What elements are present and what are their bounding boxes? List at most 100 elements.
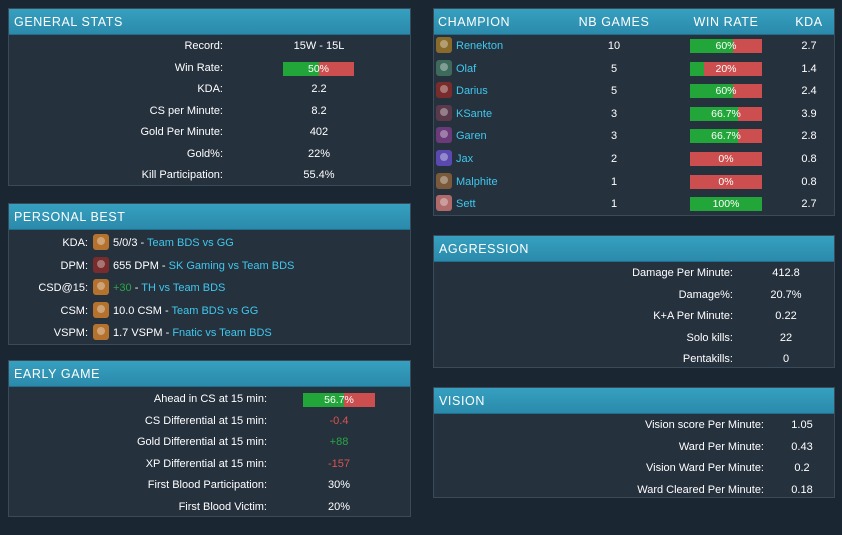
darius-avatar (436, 82, 452, 99)
stat-label: CS per Minute: (149, 104, 223, 117)
champion-panel: CHAMPION NB GAMES WIN RATE KDA Renekton 1… (433, 8, 835, 216)
darius-avatar (93, 256, 109, 273)
personal-best-label: CSM: (60, 304, 89, 317)
champion-winrate-bar: 100% (690, 197, 762, 212)
early-game-row: First Blood Victim: 20% (9, 497, 410, 519)
champion-row: Malphite 1 0% 0.8 (434, 171, 834, 194)
general-stat-row: KDA: 2.2 (9, 79, 410, 101)
personal-best-stat: +30 (113, 282, 132, 295)
champion-link[interactable]: Olaf (456, 62, 477, 75)
aggression-label: Solo kills: (686, 331, 733, 344)
early-game-row: First Blood Participation: 30% (9, 475, 410, 497)
champion-games: 1 (610, 198, 618, 211)
champion-winrate-bar-text: 66.7% (711, 130, 741, 143)
vision-label: Ward Cleared Per Minute: (637, 483, 764, 496)
champion-name-cell: KSante (436, 103, 492, 126)
personal-best-label: KDA: (62, 237, 88, 249)
jax-avatar (436, 150, 452, 167)
personal-best-match-link[interactable]: Team BDS vs GG (171, 304, 259, 317)
stat-label: Kill Participation: (141, 169, 223, 181)
aggression-row: K+A Per Minute: 0.22 (434, 306, 834, 328)
champion-winrate-bar: 60% (690, 39, 762, 53)
personal-best-stat: 1.7 VSPM (113, 327, 163, 340)
aggression-row: Damage%: 20.7% (434, 285, 834, 307)
kda-column-header[interactable]: KDA (795, 15, 823, 29)
early-game-row: Gold Differential at 15 min: +88 (9, 432, 410, 454)
ksante-avatar (436, 104, 452, 121)
champion-row: Garen 3 66.7% 2.8 (434, 125, 834, 148)
stat-label: KDA: (197, 83, 223, 95)
champion-name-cell: Sett (436, 193, 476, 216)
vision-title: VISION (434, 388, 834, 414)
champion-name-cell: Renekton (436, 35, 503, 58)
stat-label: Gold%: (186, 147, 223, 160)
personal-best-stat: 10.0 CSM (113, 304, 162, 317)
vision-value: 0.2 (794, 462, 810, 474)
stat-value: 2.2 (311, 83, 327, 95)
stat-value: 402 (309, 126, 329, 138)
champion-kda: 2.4 (801, 85, 817, 98)
aggression-label: Damage%: (678, 288, 733, 301)
personal-best-match-link[interactable]: SK Gaming vs Team BDS (168, 259, 295, 272)
champion-link[interactable]: Renekton (456, 40, 504, 52)
champion-winrate-bar-text: 66.7% (711, 107, 741, 120)
personal-best-match-link[interactable]: TH vs Team BDS (141, 282, 226, 295)
ahead-cs-bar: 56.7% (303, 393, 375, 407)
champion-link[interactable]: Jax (456, 152, 474, 165)
personal-best-label: DPM: (60, 259, 89, 272)
vision-label: Ward Per Minute: (678, 440, 764, 453)
general-stats-panel: GENERAL STATS Record: 15W - 15L Win Rate: 5… (8, 8, 411, 186)
aggression-title: AGGRESSION (434, 236, 834, 262)
champion-kda: 2.7 (801, 40, 817, 52)
champion-kda: 2.8 (801, 130, 817, 143)
winrate-bar-text: 50% (307, 62, 329, 75)
early-game-value: -0.4 (329, 414, 349, 427)
aggression-panel: AGGRESSION Damage Per Minute: 412.8 Damage… (433, 235, 835, 368)
champion-link[interactable]: Garen (456, 130, 487, 143)
champion-link[interactable]: KSante (456, 107, 493, 120)
games-column-header[interactable]: NB GAMES (578, 15, 650, 29)
champion-winrate-bar: 60% (690, 84, 762, 99)
champion-link[interactable]: Sett (456, 198, 476, 211)
champion-winrate-bar-fill (690, 129, 739, 144)
gnar-avatar (93, 301, 109, 318)
personal-best-match-link[interactable]: Fnatic vs Team BDS (172, 327, 272, 340)
personal-best-sep: - (131, 282, 142, 295)
garen-avatar (436, 127, 452, 144)
stat-value: 22% (307, 147, 331, 160)
ahead-cs-bar-fill (303, 393, 344, 407)
general-stat-row: Gold%: 22% (9, 144, 410, 166)
vision-row: Vision Ward Per Minute: 0.2 (434, 458, 834, 480)
champion-winrate-bar-fill (690, 106, 739, 121)
winrate-bar-fill (283, 61, 319, 76)
champion-winrate-bar-fill (690, 39, 734, 53)
stat-label: Gold Per Minute: (140, 126, 223, 138)
personal-best-match-link[interactable]: Team BDS vs GG (147, 237, 234, 249)
aggression-value: 22 (779, 331, 793, 344)
stat-label: Record: (184, 40, 223, 52)
champion-games: 1 (610, 175, 618, 188)
personal-best-value: 5/0/3 - Team BDS vs GG (93, 232, 234, 255)
champion-winrate-bar: 66.7% (690, 106, 762, 121)
champion-column-header[interactable]: CHAMPION (438, 15, 511, 29)
stat-value: 55.4% (303, 169, 335, 181)
champion-row: Jax 2 0% 0.8 (434, 148, 834, 171)
early-game-label: Ahead in CS at 15 min: (153, 393, 267, 405)
gnar-avatar (93, 234, 109, 251)
aggression-label: K+A Per Minute: (653, 310, 733, 322)
winrate-bar: 50% (283, 61, 354, 76)
personal-best-stat: 5/0/3 (113, 237, 138, 249)
champion-row: KSante 3 66.7% 3.9 (434, 103, 834, 126)
champion-games: 5 (610, 62, 618, 75)
champion-link[interactable]: Malphite (456, 175, 498, 188)
stat-label: Win Rate: (174, 61, 223, 74)
personal-best-row: CSD@15: +30 - TH vs Team BDS (9, 277, 410, 300)
winrate-column-header[interactable]: WIN RATE (693, 15, 759, 29)
personal-best-sep: - (161, 304, 172, 317)
vision-value: 1.05 (791, 419, 813, 431)
champion-name-cell: Darius (436, 80, 488, 103)
early-game-panel: EARLY GAME Ahead in CS at 15 min: 56.7% CS… (8, 360, 411, 517)
aggression-value: 412.8 (772, 267, 800, 279)
champion-link[interactable]: Darius (456, 85, 488, 98)
champion-winrate-bar-text: 60% (715, 40, 737, 52)
